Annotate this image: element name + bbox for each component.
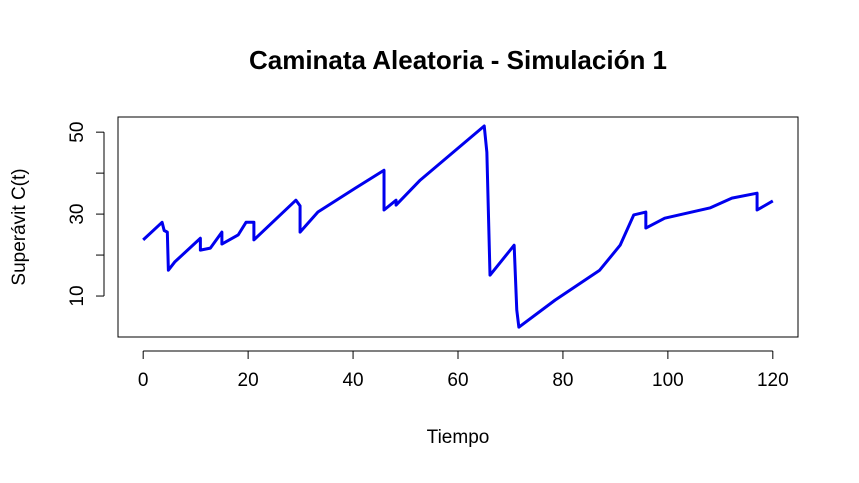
y-tick-label: 10 <box>67 285 88 306</box>
y-axis-label: Superávit C(t) <box>9 168 30 285</box>
x-tick-label: 20 <box>238 370 259 391</box>
x-tick-label: 80 <box>552 370 573 391</box>
chart-title: Caminata Aleatoria - Simulación 1 <box>249 45 667 75</box>
x-tick-label: 40 <box>342 370 363 391</box>
plot-box <box>117 116 799 338</box>
x-tick-label: 0 <box>138 370 149 391</box>
x-tick-label: 60 <box>447 370 468 391</box>
x-axis-label: Tiempo <box>427 427 490 448</box>
series-line <box>142 124 774 329</box>
x-tick-label: 100 <box>652 370 684 391</box>
y-tick-label: 50 <box>67 122 88 143</box>
x-tick-label: 120 <box>757 370 789 391</box>
y-tick-label: 30 <box>67 204 88 225</box>
